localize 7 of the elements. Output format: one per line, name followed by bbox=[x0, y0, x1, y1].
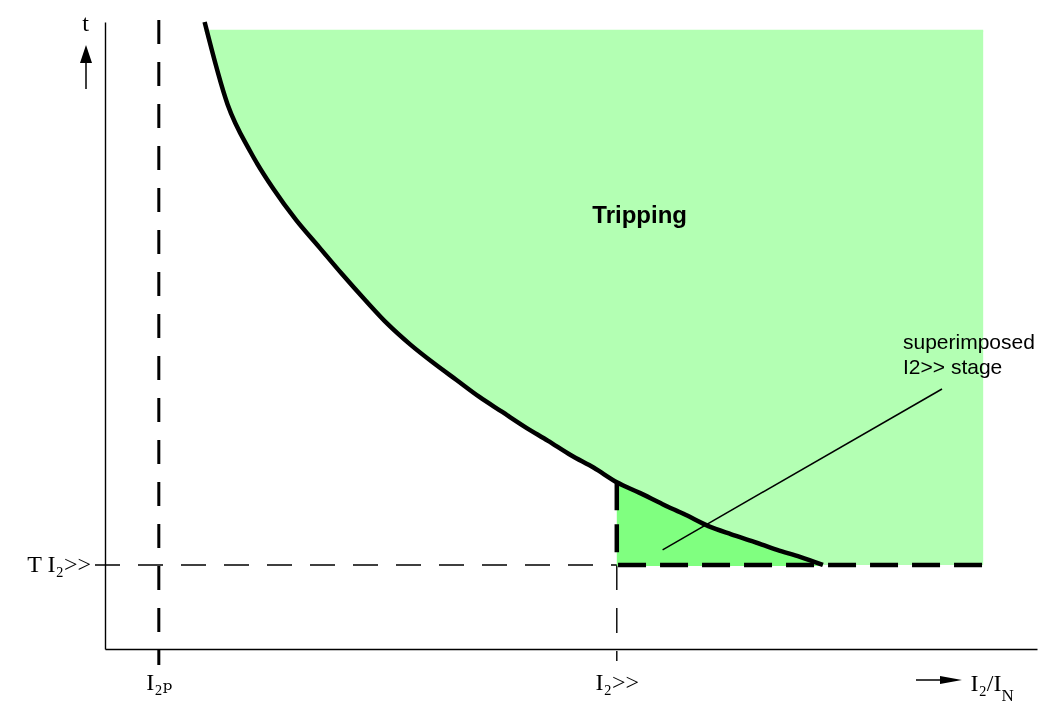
ref-line-label: T I₂>> bbox=[27, 550, 91, 577]
x-tick-label: I₂>> bbox=[595, 668, 640, 695]
annotation: Tripping bbox=[592, 200, 688, 228]
x-axis-title: I₂/I$_{N}$ bbox=[970, 669, 1014, 704]
annotation: superimposed I2>> stage bbox=[903, 330, 1035, 378]
y-axis-title: t bbox=[82, 9, 90, 36]
x-tick-label: I₂ₚ bbox=[146, 668, 173, 695]
